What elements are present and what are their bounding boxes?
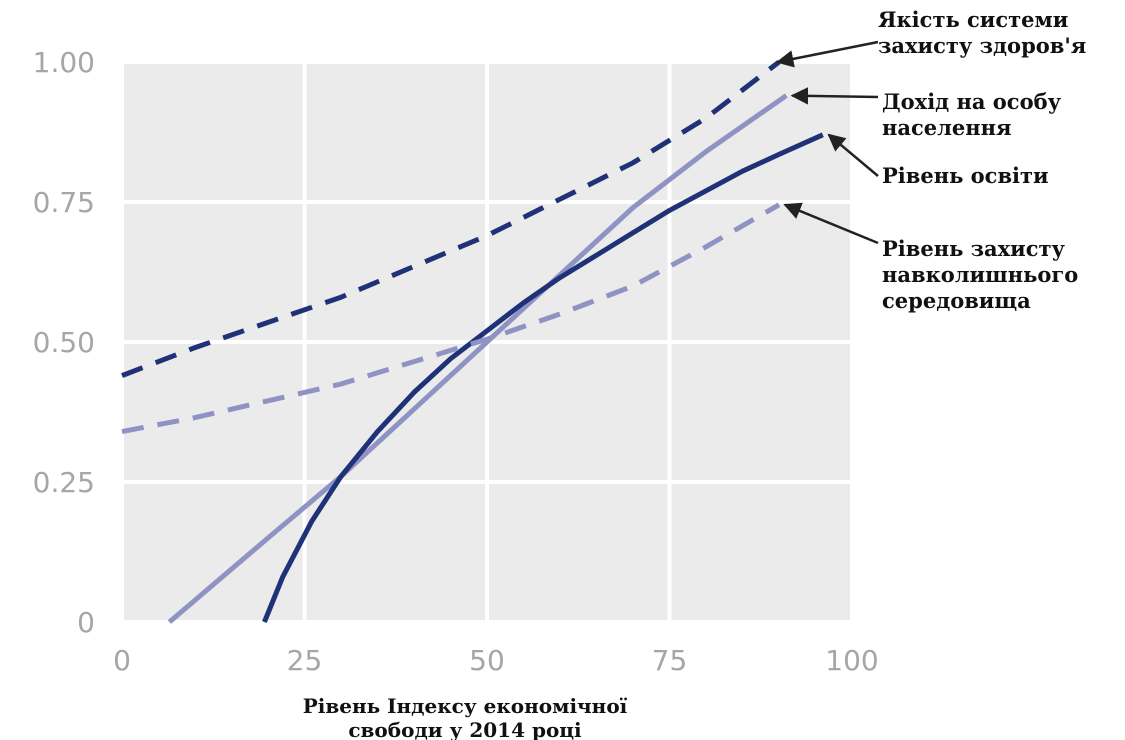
tick-labels: 0 0.25 0.50 0.75 1.00 0 25 50 75 100 xyxy=(33,46,879,677)
y-tick-label: 0.75 xyxy=(33,186,95,219)
x-axis-label-line-1: Рівень Індексу економічної xyxy=(303,694,628,718)
series-label-4: навколишнього xyxy=(882,262,1078,287)
series-line-1 xyxy=(121,60,781,378)
series-line-3 xyxy=(262,132,824,623)
annotation-arrow-4 xyxy=(783,202,879,245)
series-label-2: населення xyxy=(882,115,1012,140)
series-layer xyxy=(121,60,824,624)
series-label-3: Рівень освіти xyxy=(882,163,1049,188)
series-label-1: Якість системи xyxy=(878,7,1068,32)
series-label-4: середовища xyxy=(882,288,1031,313)
series-label-1: захисту здоров'я xyxy=(878,33,1086,58)
x-tick-label: 100 xyxy=(825,644,878,677)
y-tick-label: 1.00 xyxy=(33,46,95,79)
x-tick-label: 75 xyxy=(652,644,688,677)
series-line-2 xyxy=(167,93,788,624)
annotation-arrow-3 xyxy=(827,133,879,177)
x-tick-label: 25 xyxy=(287,644,323,677)
x-axis-label-line-2: свободи у 2014 році xyxy=(348,718,582,740)
annotation-arrow-2 xyxy=(790,87,879,105)
annotation-arrow-1 xyxy=(775,40,879,68)
series-label-2: Дохід на особу xyxy=(882,89,1062,114)
y-tick-label: 0 xyxy=(77,606,95,639)
x-tick-label: 0 xyxy=(113,644,131,677)
y-tick-label: 0.25 xyxy=(33,466,95,499)
series-line-4 xyxy=(121,202,781,435)
y-tick-label: 0.50 xyxy=(33,326,95,359)
series-label-4: Рівень захисту xyxy=(882,236,1066,261)
x-tick-label: 50 xyxy=(469,644,505,677)
